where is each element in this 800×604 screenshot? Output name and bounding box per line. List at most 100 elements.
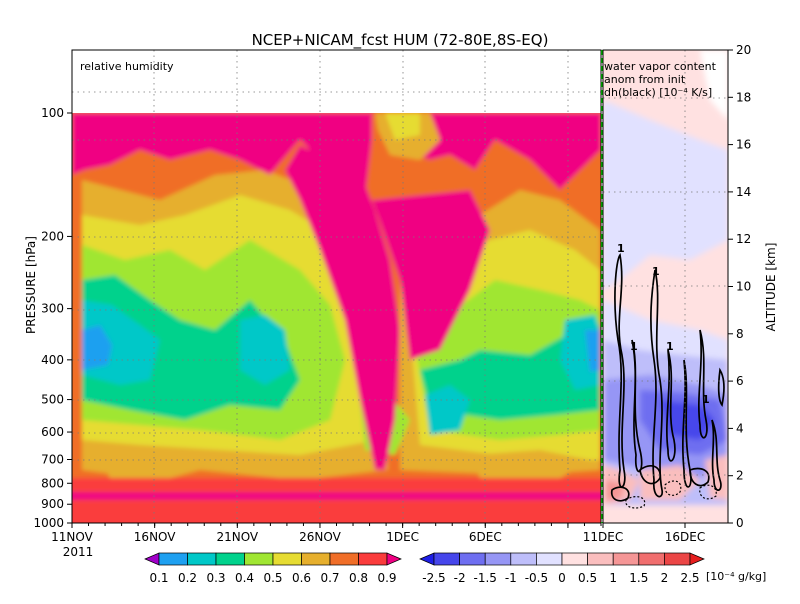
colorbar-cell [536, 552, 563, 566]
pressure-tick-label: 700 [41, 452, 64, 466]
colorbar-level-label: 1 [609, 571, 617, 585]
colorbar-cell [484, 552, 512, 566]
time-tick-label: 16DEC [665, 530, 705, 544]
pressure-axis-label: PRESSURE [hPa] [24, 236, 38, 334]
rh-panel: relative humidity 100 200 300 400 500 600 700 8… [24, 49, 602, 559]
colorbar-level-label: 0.1 [149, 571, 168, 585]
contour-label: 1 [702, 393, 710, 406]
time-axis-year: 2011 [63, 545, 94, 559]
rh-panel-label: relative humidity [80, 60, 174, 73]
altitude-tick-label: 8 [736, 327, 744, 341]
contour-label: 1 [666, 340, 674, 353]
colorbar-cell [272, 552, 302, 566]
colorbar-level-label: 0.4 [235, 571, 254, 585]
wv-panel-label-line1: water vapor content [604, 60, 717, 73]
wv-panel-label-line2: anom from init [604, 73, 686, 86]
colorbar-level-label: 2 [661, 571, 669, 585]
altitude-tick-label: 6 [736, 374, 744, 388]
colorbar-level-label: -0.5 [525, 571, 548, 585]
pressure-tick-label: 900 [41, 497, 64, 511]
altitude-tick-label: 18 [736, 90, 751, 104]
wv-contour-labels: 1 1 1 1 1 [617, 242, 710, 406]
altitude-tick-label: 10 [736, 280, 751, 294]
colorbar-level-label: 1.5 [629, 571, 648, 585]
wv-colorbar-unit: [10⁻⁴ g/kg] [706, 570, 766, 583]
pressure-tick-label: 400 [41, 353, 64, 367]
colorbar-arrow-high [689, 552, 705, 566]
colorbar-level-label: 0 [558, 571, 566, 585]
chart-title: NCEP+NICAM_fcst HUM (72-80E,8S-EQ) [252, 31, 549, 50]
colorbar-cell [664, 552, 691, 566]
altitude-axis: 0 2 4 6 8 10 12 14 16 18 20 [728, 43, 751, 530]
colorbar-level-label: 0.7 [320, 571, 339, 585]
colorbar-cell [587, 552, 614, 566]
colorbar-level-label: 0.9 [377, 571, 396, 585]
wv-colorbar: -2.5 -2 -1.5 -1 -0.5 0 0.5 1 1.5 2 2.5 [419, 552, 705, 585]
colorbar-cell [158, 552, 188, 566]
colorbar-level-label: 0.3 [206, 571, 225, 585]
altitude-tick-label: 4 [736, 421, 744, 435]
pressure-tick-label: 600 [41, 425, 64, 439]
contour-label: 1 [652, 265, 660, 278]
rh-grid [72, 50, 601, 523]
colorbar-cell [187, 552, 217, 566]
colorbar-cell [638, 552, 665, 566]
time-tick-label: 26NOV [299, 530, 341, 544]
time-tick-label: 21NOV [216, 530, 258, 544]
pressure-axis: 100 200 300 400 500 600 700 800 900 1000 [33, 106, 72, 530]
colorbar-level-label: -2 [454, 571, 466, 585]
time-axis: 11NOV 16NOV 21NOV 26NOV 1DEC 6DEC [51, 523, 602, 544]
rh-field [72, 113, 601, 523]
colorbar-cell [215, 552, 245, 566]
wv-panel-label-line3: dh(black) [10⁻⁴ K/s] [604, 86, 712, 99]
altitude-tick-label: 16 [736, 138, 751, 152]
pressure-tick-label: 500 [41, 393, 64, 407]
colorbar-cell [433, 552, 460, 566]
colorbar-level-label: 0.2 [178, 571, 197, 585]
colorbar-level-label: 0.5 [263, 571, 282, 585]
colorbar-level-label: -1 [505, 571, 517, 585]
altitude-tick-label: 2 [736, 469, 744, 483]
contour-label: 1 [617, 242, 625, 255]
colorbar-level-label: 0.5 [578, 571, 597, 585]
colorbar-cell [329, 552, 359, 566]
colorbar-cell [612, 552, 640, 566]
colorbar-cell [510, 552, 537, 566]
wv-panel: 1 1 1 1 1 water vapor content anom from … [583, 43, 778, 544]
colorbar-cell [301, 552, 331, 566]
altitude-tick-label: 0 [736, 516, 744, 530]
wv-grid [603, 50, 728, 523]
colorbar-cell [244, 552, 274, 566]
time-tick-label: 11NOV [51, 530, 93, 544]
colorbar-cell [561, 552, 588, 566]
colorbar-level-label: -2.5 [422, 571, 445, 585]
pressure-tick-label: 100 [41, 106, 64, 120]
colorbar-level-label: -1.5 [473, 571, 496, 585]
time-tick-label: 6DEC [469, 530, 502, 544]
pressure-tick-label: 200 [41, 229, 64, 243]
altitude-axis-label: ALTITUDE [km] [764, 243, 778, 332]
contour-label: 1 [630, 340, 638, 353]
colorbar-arrow-high [386, 552, 402, 566]
altitude-tick-label: 14 [736, 185, 751, 199]
pressure-tick-label: 800 [41, 476, 64, 490]
time-tick-label: 16NOV [134, 530, 176, 544]
time-tick-label: 11DEC [583, 530, 623, 544]
altitude-tick-label: 20 [736, 43, 751, 57]
colorbar-arrow-low [144, 552, 160, 566]
wv-field [603, 50, 728, 523]
colorbar-cell [358, 552, 388, 566]
colorbar-arrow-low [419, 552, 435, 566]
colorbar-cell [459, 552, 486, 566]
wv-contours-dotted [625, 480, 717, 509]
wv-contours [610, 252, 725, 502]
colorbar-level-label: 0.8 [349, 571, 368, 585]
rh-colorbar: 0.1 0.2 0.3 0.4 0.5 0.6 0.7 0.8 0.9 [144, 552, 402, 585]
pressure-tick-label: 300 [41, 302, 64, 316]
colorbar-level-label: 2.5 [680, 571, 699, 585]
time-axis-right: 11DEC 16DEC [583, 523, 705, 544]
time-tick-label: 1DEC [386, 530, 419, 544]
pressure-tick-label: 1000 [33, 516, 64, 530]
altitude-tick-label: 12 [736, 232, 751, 246]
